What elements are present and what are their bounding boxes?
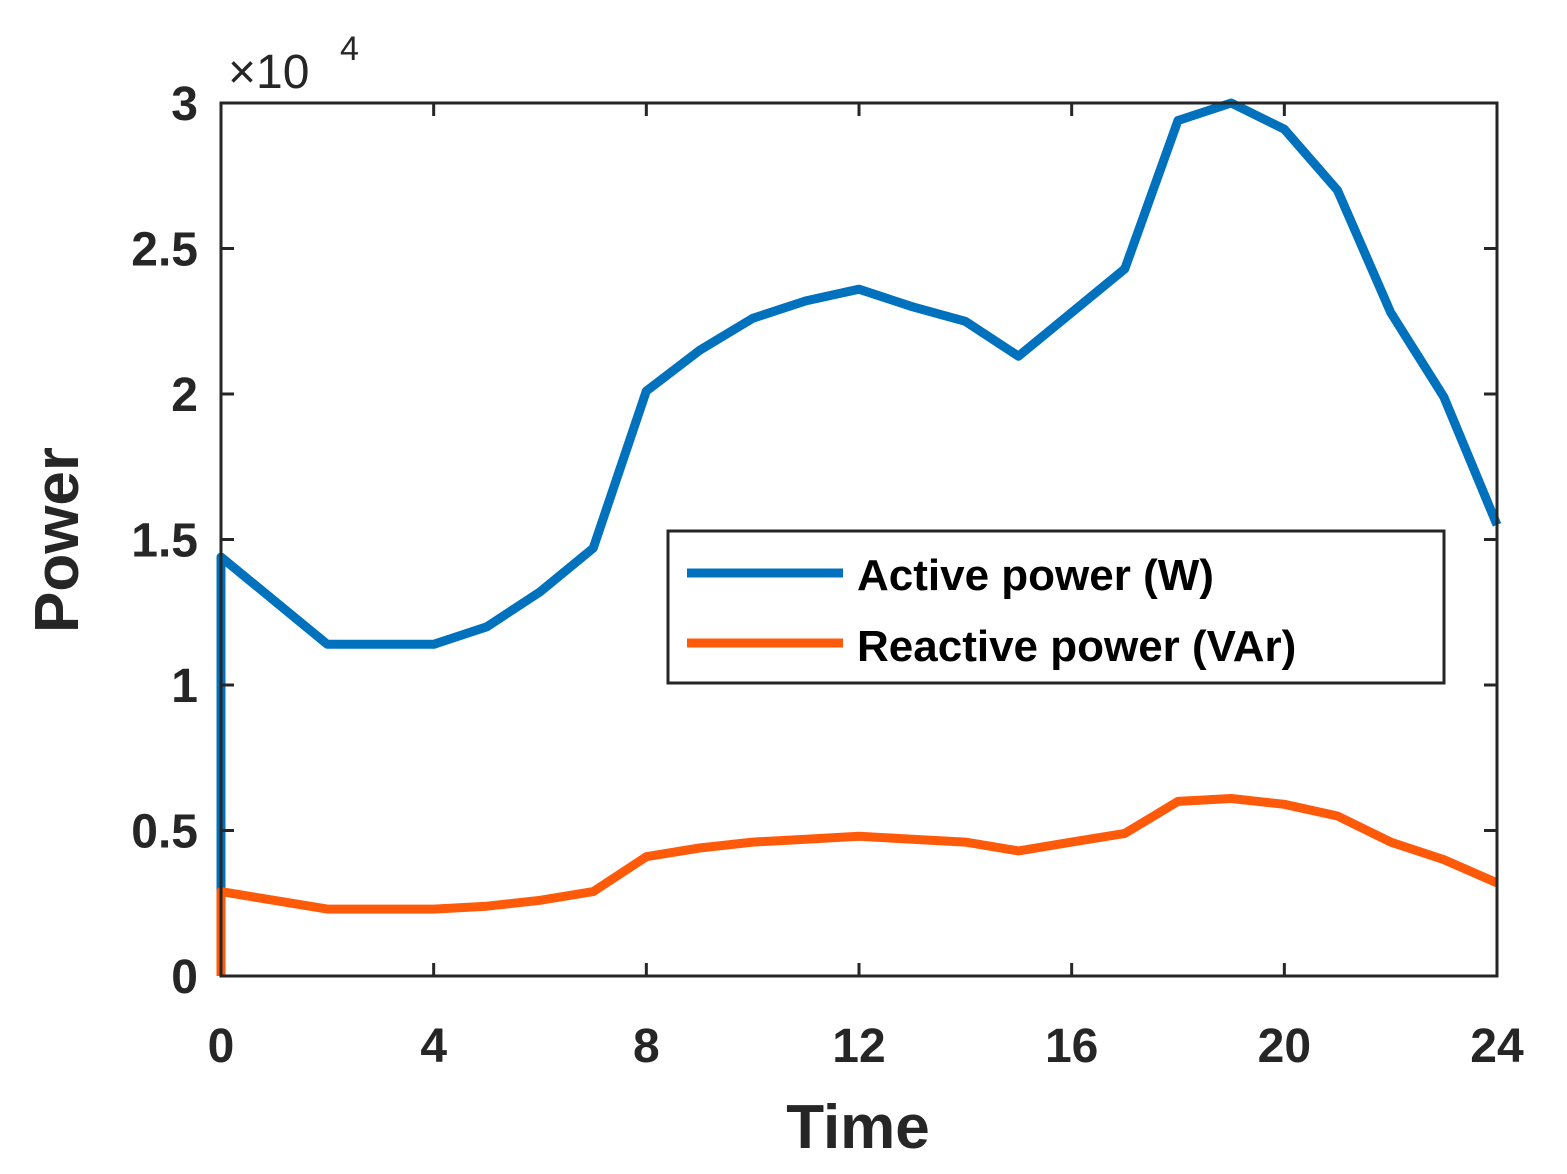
y-exponent-power: 4 bbox=[340, 30, 359, 68]
x-axis-title: Time bbox=[786, 1093, 930, 1162]
y-axis-title: Power bbox=[23, 447, 92, 633]
x-tick-label: 20 bbox=[1258, 1020, 1311, 1073]
y-tick-label: 0.5 bbox=[131, 806, 198, 859]
x-tick-label: 12 bbox=[832, 1020, 885, 1073]
y-tick-label: 3 bbox=[171, 78, 198, 131]
y-tick-label: 1.5 bbox=[131, 515, 198, 568]
y-tick-label: 0 bbox=[171, 951, 198, 1004]
x-tick-label: 8 bbox=[633, 1020, 660, 1073]
legend-box bbox=[666, 529, 1446, 685]
legend: Active power (W) Reactive power (VAr) bbox=[666, 529, 1446, 685]
y-tick-label: 1 bbox=[171, 660, 198, 713]
x-tick-label: 16 bbox=[1045, 1020, 1098, 1073]
y-tick-label: 2 bbox=[171, 369, 198, 422]
y-exponent: ×10 4 bbox=[228, 30, 359, 99]
y-tick-label: 2.5 bbox=[131, 224, 198, 277]
series-line-active-power-w bbox=[216, 98, 1502, 976]
x-tick-label: 4 bbox=[420, 1020, 447, 1073]
series-line-reactive-power-var bbox=[216, 794, 1499, 976]
legend-label-reactive-power: Reactive power (VAr) bbox=[857, 622, 1296, 671]
tick-layer: 0 4 8 12 16 20 24 0 0.5 1 1.5 2 2.5 3 bbox=[131, 78, 1524, 1073]
y-exponent-base: ×10 bbox=[228, 46, 309, 99]
legend-label-active-power: Active power (W) bbox=[857, 551, 1214, 600]
x-tick-label: 0 bbox=[208, 1020, 235, 1073]
series-layer bbox=[216, 98, 1502, 976]
x-tick-label: 24 bbox=[1470, 1020, 1524, 1073]
